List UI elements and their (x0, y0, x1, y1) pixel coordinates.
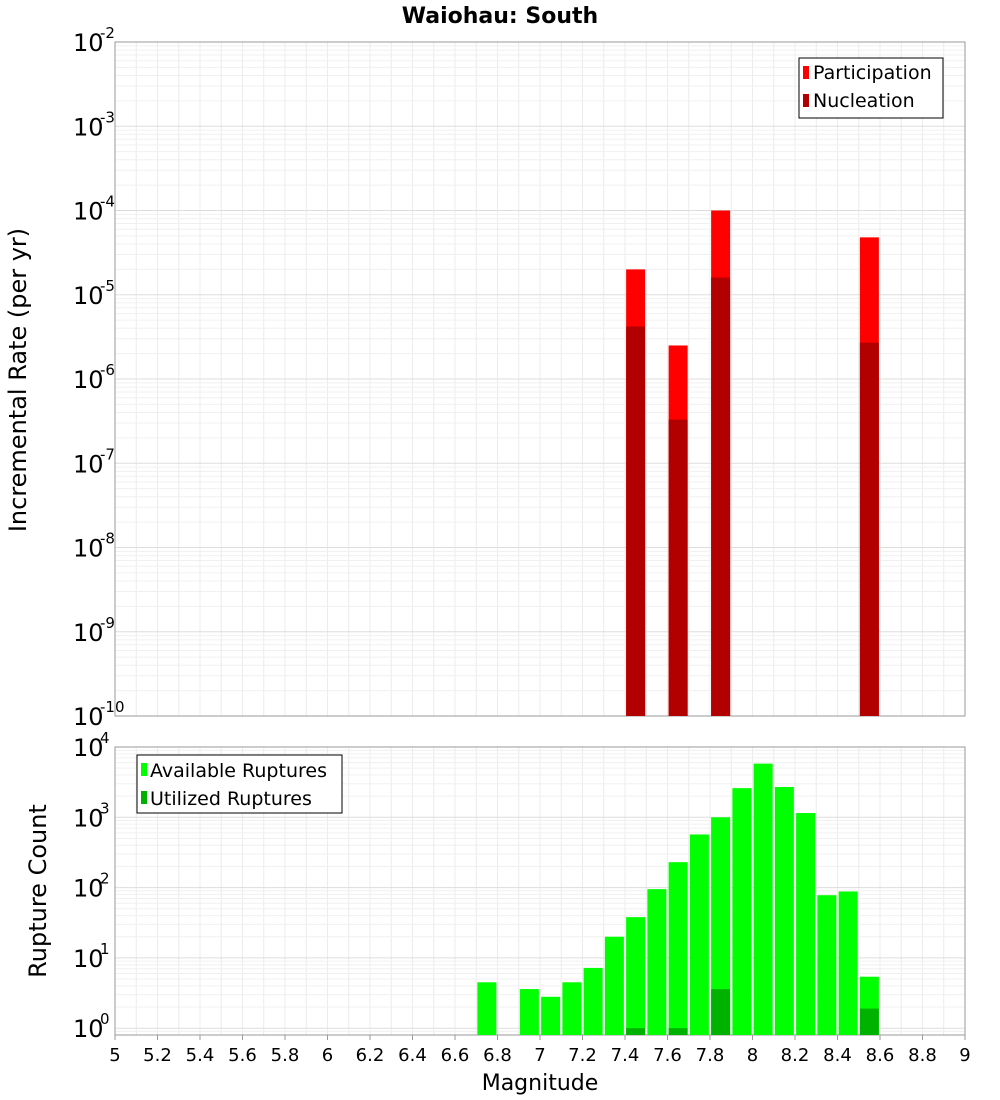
top-y-tick-exponent: -9 (100, 614, 115, 632)
top-y-tick-label: 10 (73, 703, 104, 731)
top-y-tick-label: 10 (73, 366, 104, 394)
x-tick-label: 7 (534, 1045, 545, 1066)
top-y-tick-exponent: -6 (100, 361, 115, 379)
top-y-tick-label: 10 (73, 113, 104, 141)
x-tick-label: 8 (747, 1045, 758, 1066)
top-y-tick-label: 10 (73, 282, 104, 310)
x-tick-label: 5 (109, 1045, 120, 1066)
bottom-bar-available-ruptures (774, 786, 794, 1035)
top-legend-box (798, 57, 944, 119)
top-y-tick-exponent: -2 (100, 24, 115, 42)
bottom-bar-utilized-ruptures (626, 1028, 646, 1035)
top-y-tick-exponent: -10 (100, 698, 125, 716)
top-y-axis-label: Incremental Rate (per yr) (4, 228, 32, 532)
top-y-tick-label: 10 (73, 198, 104, 226)
bottom-y-tick-exponent: 2 (100, 870, 110, 888)
top-y-tick-label: 10 (73, 619, 104, 647)
x-tick-label: 5.8 (271, 1045, 300, 1066)
top-gridlines (114, 41, 966, 717)
bottom-bar-available-ruptures (689, 834, 709, 1035)
participation-legend-label: Participation (813, 62, 932, 84)
bottom-y-tick-label: 10 (73, 804, 104, 832)
x-tick-label: 6.2 (356, 1045, 385, 1066)
chart-title: Waiohau: South (402, 4, 598, 29)
x-tick-label: 7.8 (696, 1045, 725, 1066)
bottom-bar-available-ruptures (604, 936, 624, 1035)
top-y-tick-exponent: -5 (100, 277, 115, 295)
bottom-y-tick-label: 10 (73, 734, 104, 762)
utilized-legend-swatch (141, 791, 147, 804)
x-tick-label: 6.4 (398, 1045, 427, 1066)
x-tick-label: 7.4 (611, 1045, 640, 1066)
x-tick-label: 6.6 (441, 1045, 470, 1066)
bottom-bar-utilized-ruptures (668, 1028, 688, 1035)
x-tick-label: 5.2 (143, 1045, 172, 1066)
bottom-bar-available-ruptures (477, 982, 497, 1035)
bottom-y-axis-label: Rupture Count (24, 804, 52, 978)
bottom-bar-available-ruptures (647, 889, 667, 1035)
bottom-bars (477, 763, 879, 1035)
bottom-y-tick-label: 10 (73, 1015, 104, 1043)
bottom-bar-available-ruptures (711, 817, 731, 1035)
x-tick-label: 5.6 (228, 1045, 257, 1066)
x-tick-label: 6 (322, 1045, 333, 1066)
x-tick-label: 7.6 (653, 1045, 682, 1066)
bottom-y-tick-exponent: 1 (100, 940, 110, 958)
nucleation-legend-label: Nucleation (813, 90, 915, 112)
top-bars (626, 210, 879, 717)
top-bar-nucleation (668, 419, 688, 716)
bottom-legend: Available Ruptures Utilized Ruptures (136, 754, 343, 814)
bottom-bar-available-ruptures (732, 788, 752, 1035)
top-bar-nucleation (711, 277, 731, 716)
bottom-bar-utilized-ruptures (711, 989, 731, 1035)
top-bar-nucleation (626, 326, 646, 716)
x-tick-label: 8.8 (908, 1045, 937, 1066)
x-tick-label: 5.4 (186, 1045, 215, 1066)
x-tick-label: 9 (959, 1045, 970, 1066)
bottom-legend-box (136, 754, 343, 814)
bottom-bar-available-ruptures (838, 891, 858, 1035)
top-y-tick-label: 10 (73, 535, 104, 563)
bottom-y-tick-label: 10 (73, 875, 104, 903)
top-y-tick-exponent: -8 (100, 530, 115, 548)
bottom-bar-available-ruptures (668, 862, 688, 1035)
bottom-bar-available-ruptures (583, 967, 603, 1035)
bottom-bar-available-ruptures (562, 982, 582, 1035)
top-legend: Participation Nucleation (798, 57, 944, 119)
x-tick-label: 8.2 (781, 1045, 810, 1066)
bottom-y-tick-exponent: 4 (100, 729, 110, 747)
bottom-bar-available-ruptures (817, 895, 837, 1035)
bottom-bar-available-ruptures (541, 996, 561, 1035)
bottom-bar-available-ruptures (753, 763, 773, 1035)
x-axis-label: Magnitude (482, 1071, 599, 1096)
nucleation-legend-swatch (803, 94, 809, 107)
top-y-tick-exponent: -4 (100, 193, 115, 211)
bottom-bar-available-ruptures (796, 813, 816, 1035)
bottom-y-tick-label: 10 (73, 945, 104, 973)
top-y-tick-exponent: -3 (100, 108, 115, 126)
bottom-bar-available-ruptures (519, 989, 539, 1035)
top-y-tick-exponent: -7 (100, 445, 115, 463)
top-y-tick-label: 10 (73, 450, 104, 478)
bottom-bar-utilized-ruptures (859, 1008, 879, 1035)
top-y-tick-label: 10 (73, 29, 104, 57)
bottom-y-tick-exponent: 0 (100, 1010, 110, 1028)
utilized-legend-label: Utilized Ruptures (150, 788, 312, 810)
x-ticks: 5 5.2 5.4 5.6 5.8 6 6.2 6.4 6.6 6.8 7 7.2 7.4 7.6 7.8 8… (109, 1035, 971, 1066)
x-tick-label: 8.4 (823, 1045, 852, 1066)
x-tick-label: 7.2 (568, 1045, 597, 1066)
bottom-bar-available-ruptures (626, 917, 646, 1035)
participation-legend-swatch (803, 66, 809, 79)
top-plot-frame (114, 41, 966, 717)
available-legend-swatch (141, 763, 147, 776)
available-legend-label: Available Ruptures (150, 760, 327, 782)
x-tick-label: 6.8 (483, 1045, 512, 1066)
x-tick-label: 8.6 (866, 1045, 895, 1066)
top-bar-nucleation (859, 342, 879, 716)
top-y-ticks: 10-210-310-410-510-610-710-810-910-10 (73, 24, 125, 731)
bottom-y-tick-exponent: 3 (100, 799, 110, 817)
